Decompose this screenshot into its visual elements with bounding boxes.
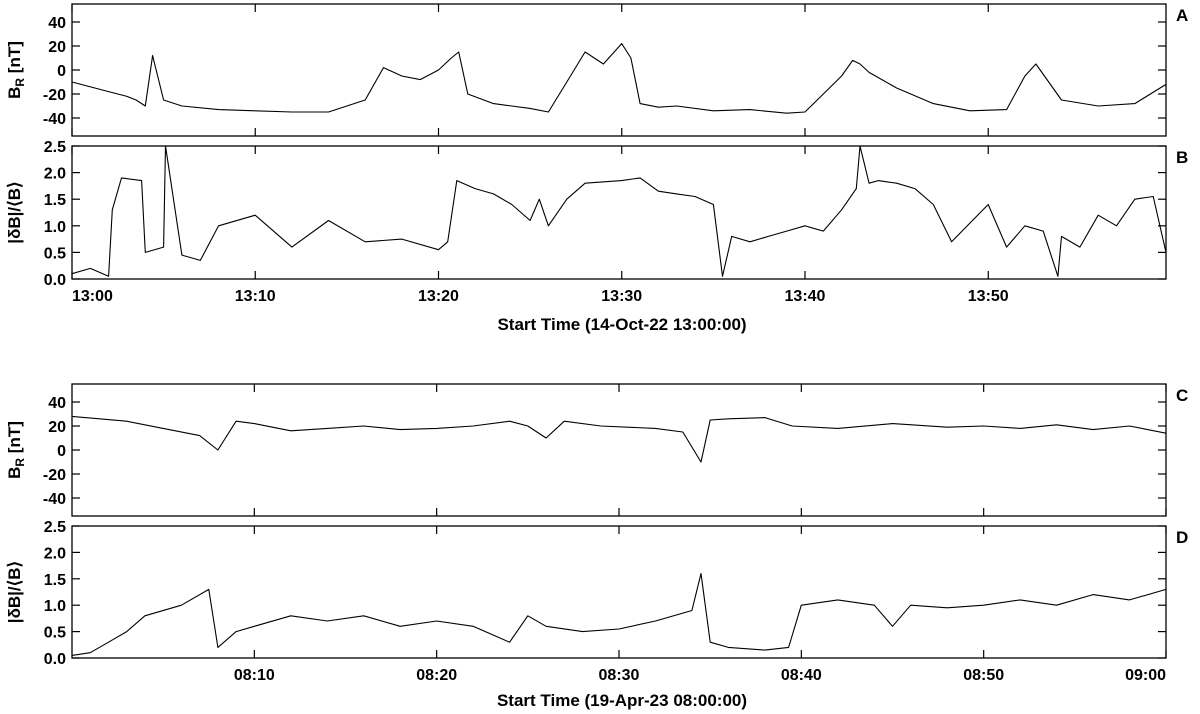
plot-frame	[71, 525, 1167, 659]
y-axis-title: |δB|/⟨B⟩	[5, 561, 24, 623]
x-tick-label: 13:40	[785, 288, 826, 305]
y-tick-label: 40	[48, 15, 66, 32]
x-tick-label: 13:20	[418, 288, 459, 305]
y-axis-title: |δB|/⟨B⟩	[5, 181, 24, 243]
y-tick-label: -40	[43, 491, 66, 508]
y-axis-title: BR [nT]	[5, 421, 27, 479]
y-tick-label: 0	[57, 63, 66, 80]
panel-d: 0.0 0.5 1.0 1.5 2.0 2.5 08:10 08:20 08:30 08:40 08…	[5, 519, 1188, 684]
x-tick-label: 08:50	[963, 667, 1004, 684]
panels-layer: 40 20 0 -20 -40 BR [nT] A 0.0 0.5 1.0 1.5 2.0 2.5 13:…	[5, 3, 1188, 684]
panel-a: 40 20 0 -20 -40 BR [nT] A	[5, 3, 1188, 137]
y-tick-label: 0.5	[44, 625, 66, 642]
y-tick-label: 1.0	[44, 598, 66, 615]
x-tick-label: 08:20	[416, 667, 457, 684]
x-tick-label: 13:50	[968, 288, 1009, 305]
series-line-b	[71, 145, 1167, 277]
y-tick-label: 0.5	[44, 245, 66, 262]
y-tick-label: 40	[48, 395, 66, 412]
plot-frame	[71, 383, 1167, 517]
y-tick-label: 0	[57, 443, 66, 460]
panel-letter: B	[1176, 148, 1188, 167]
series-line-a	[71, 43, 1167, 114]
plot-frame	[71, 145, 1167, 280]
x-tick-label: 13:00	[72, 288, 113, 305]
x-axis-title-top: Start Time (14-Oct-22 13:00:00)	[497, 315, 746, 334]
y-tick-label: 1.0	[44, 219, 66, 236]
x-tick-label: 08:10	[234, 667, 275, 684]
plot-frame	[71, 3, 1167, 137]
y-tick-label: 1.5	[44, 572, 66, 589]
y-tick-label: 20	[48, 419, 66, 436]
y-tick-label: -40	[43, 111, 66, 128]
y-tick-label: -20	[43, 87, 66, 104]
y-tick-label: 0.0	[44, 651, 66, 668]
y-tick-label: 2.0	[44, 545, 66, 562]
y-tick-label: 2.0	[44, 166, 66, 183]
x-tick-label: 08:40	[781, 667, 822, 684]
x-axis-title-bottom: Start Time (19-Apr-23 08:00:00)	[497, 691, 747, 710]
panel-b: 0.0 0.5 1.0 1.5 2.0 2.5 13:00 13:10 13:20 13:30 13…	[5, 139, 1188, 305]
series-line-d	[71, 572, 1167, 656]
y-tick-label: 0.0	[44, 272, 66, 289]
y-tick-label: 20	[48, 39, 66, 56]
y-tick-label: -20	[43, 467, 66, 484]
x-tick-label: 13:10	[235, 288, 276, 305]
x-tick-label: 09:00	[1125, 667, 1166, 684]
y-tick-label: 2.5	[44, 519, 66, 536]
panel-letter: D	[1176, 528, 1188, 547]
x-tick-label: 08:30	[599, 667, 640, 684]
panel-letter: C	[1176, 386, 1188, 405]
y-tick-label: 1.5	[44, 192, 66, 209]
x-tick-label: 13:30	[601, 288, 642, 305]
panel-c: 40 20 0 -20 -40 BR [nT] C	[5, 383, 1188, 517]
y-axis-title: BR [nT]	[5, 41, 27, 99]
panel-letter: A	[1176, 6, 1188, 25]
y-tick-label: 2.5	[44, 139, 66, 156]
series-line-c	[71, 415, 1167, 463]
